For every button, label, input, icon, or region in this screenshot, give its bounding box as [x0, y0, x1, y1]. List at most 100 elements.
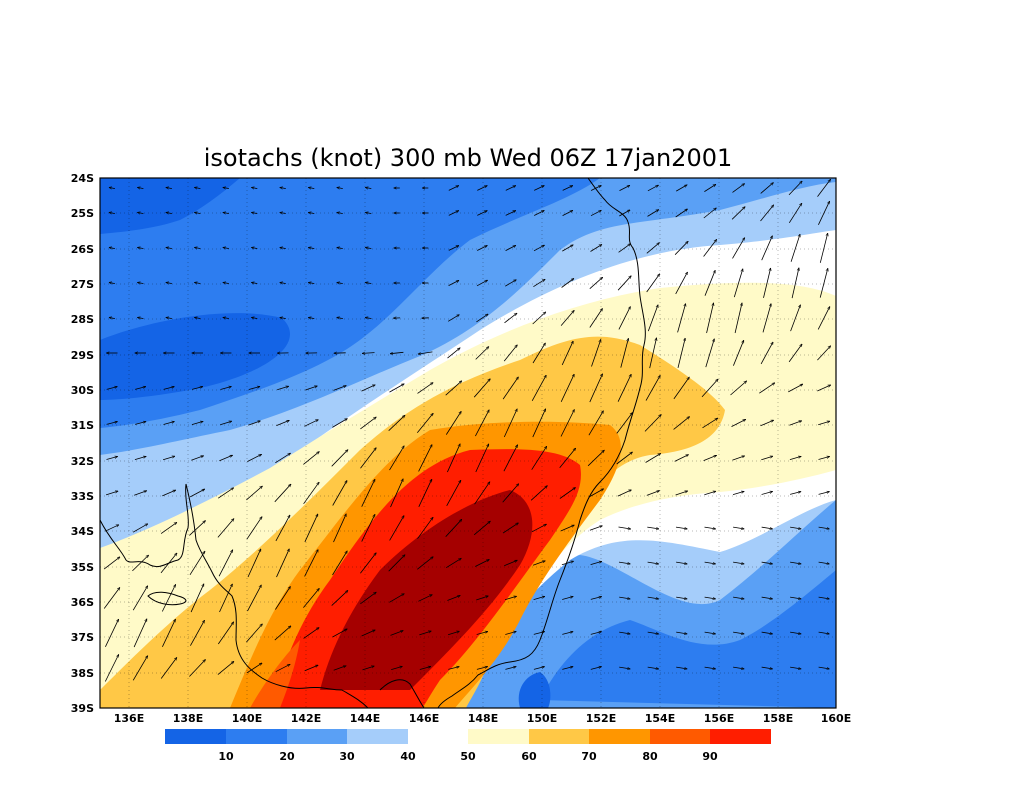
- wind-vector: [589, 309, 603, 328]
- colorbar-swatch: [710, 729, 771, 744]
- wind-vector: [531, 446, 547, 470]
- wind-vector: [447, 596, 460, 601]
- wind-vector: [303, 452, 319, 465]
- x-tick-label: 156E: [704, 712, 734, 725]
- wind-vector: [303, 482, 320, 505]
- wind-vector: [619, 210, 630, 217]
- shade-0-10-core: [100, 313, 290, 400]
- wind-vector: [646, 274, 660, 293]
- wind-vector: [337, 247, 343, 248]
- wind-vector: [277, 386, 288, 391]
- wind-vector: [106, 422, 118, 425]
- wind-vector: [305, 386, 317, 391]
- y-tick-label: 26S: [71, 243, 94, 256]
- wind-vector: [361, 514, 375, 542]
- wind-vector: [477, 211, 487, 216]
- wind-vector: [704, 666, 716, 669]
- wind-vector: [533, 245, 544, 252]
- wind-vector: [103, 557, 120, 570]
- wind-vector: [160, 522, 177, 534]
- wind-vector: [448, 280, 459, 286]
- wind-vector: [447, 348, 461, 359]
- wind-vector: [417, 383, 434, 394]
- plot-frame: [99, 177, 837, 709]
- wind-vector: [247, 454, 261, 462]
- wind-vector: [304, 514, 318, 543]
- wind-vector: [274, 484, 291, 503]
- wind-vector: [304, 550, 319, 577]
- wind-vector: [503, 409, 517, 438]
- wind-vector: [503, 445, 518, 472]
- wind-vector: [733, 666, 744, 669]
- wind-vector: [647, 666, 659, 669]
- wind-vector: [217, 622, 233, 645]
- wind-vector: [789, 492, 801, 495]
- wind-vector: [418, 351, 433, 354]
- y-tick-label: 25S: [71, 207, 94, 220]
- wind-vector: [138, 212, 144, 213]
- wind-vector: [733, 631, 744, 634]
- wind-vector: [791, 268, 799, 299]
- wind-vector: [365, 317, 372, 318]
- wind-vector: [304, 420, 318, 427]
- wind-vector: [163, 387, 175, 390]
- wind-vector: [276, 420, 289, 426]
- wind-vector: [275, 453, 290, 464]
- wind-vector: [105, 491, 118, 496]
- wind-vector: [702, 418, 718, 429]
- wind-vector: [191, 421, 203, 425]
- wind-vector: [275, 515, 290, 542]
- wind-vector: [530, 486, 547, 501]
- x-tick-label: 148E: [468, 712, 498, 725]
- wind-vector: [732, 456, 745, 461]
- wind-vector: [109, 187, 115, 188]
- wind-vector: [362, 666, 375, 671]
- wind-vector: [308, 247, 315, 248]
- wind-vector: [252, 247, 258, 248]
- wind-vector: [332, 629, 348, 638]
- wind-vector: [476, 632, 488, 635]
- colorbar-label: 30: [339, 750, 355, 763]
- wind-vector: [562, 597, 573, 600]
- wind-vector: [448, 211, 459, 216]
- wind-vector: [132, 656, 148, 681]
- wind-vector: [133, 619, 147, 648]
- x-tick-label: 146E: [409, 712, 439, 725]
- wind-vector: [761, 456, 773, 461]
- wind-vector: [618, 307, 631, 330]
- wind-vector: [534, 211, 544, 216]
- shade-90-core-tail: [250, 640, 300, 708]
- wind-vector: [106, 457, 118, 460]
- y-tick-label: 36S: [71, 596, 94, 609]
- wind-vector: [759, 383, 775, 394]
- wind-vector: [252, 187, 258, 188]
- wind-vector: [562, 186, 573, 191]
- wind-vector: [504, 596, 517, 601]
- x-tick-label: 140E: [232, 712, 262, 725]
- colorbar-swatch: [347, 729, 408, 744]
- wind-vector: [733, 269, 743, 298]
- wind-vector: [761, 492, 773, 495]
- y-axis: 24S 25S 26S 27S 28S 29S 30S 31S 32S 33S …: [71, 172, 94, 715]
- colorbar-swatch: [468, 729, 529, 744]
- wind-vector: [562, 210, 573, 216]
- wind-vector: [191, 456, 203, 461]
- x-tick-label: 158E: [763, 712, 793, 725]
- colorbar-label: 70: [581, 750, 597, 763]
- wind-vector: [705, 339, 715, 368]
- wind-vector: [619, 666, 630, 669]
- plot-area: [100, 178, 836, 708]
- wind-vector: [533, 667, 545, 670]
- wind-vector: [219, 455, 232, 462]
- y-tick-label: 29S: [71, 349, 94, 362]
- y-tick-label: 37S: [71, 631, 94, 644]
- wind-vector: [790, 631, 801, 634]
- wind-vector: [647, 185, 659, 192]
- wind-vector: [677, 338, 685, 368]
- wind-vector: [704, 184, 715, 192]
- wind-vector: [790, 596, 801, 599]
- wind-vector: [619, 185, 630, 191]
- wind-vector: [365, 187, 372, 188]
- wind-vector: [562, 245, 573, 252]
- wind-vector: [649, 338, 657, 369]
